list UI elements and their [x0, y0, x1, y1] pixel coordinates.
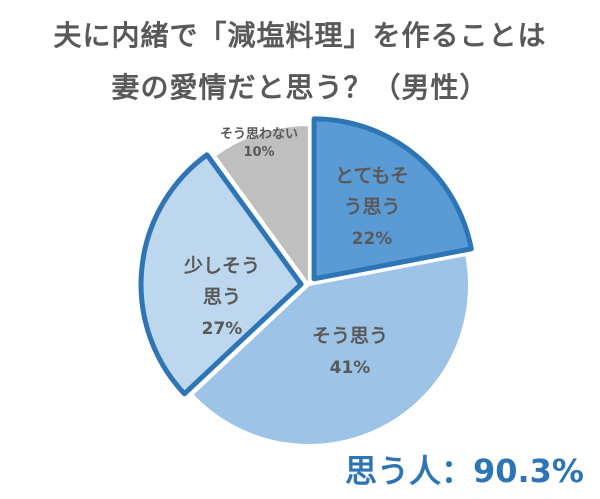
summary-text: 思う人：90.3%	[344, 452, 584, 490]
slice-value-label: 41%	[330, 358, 371, 378]
slice-label: 思う	[203, 286, 241, 308]
slice-label: とてもそ	[335, 165, 409, 187]
slice-value-label: 27%	[202, 319, 243, 339]
chart-title-line2: 妻の愛情だと思う？（男性）	[111, 71, 489, 104]
slice-label: う思う	[343, 196, 400, 218]
slice-label: そう思う	[312, 325, 388, 347]
slice-label: 少しそう	[183, 255, 260, 277]
slice-value-label: 22%	[352, 229, 393, 249]
pie-slice	[191, 254, 470, 446]
chart-title-line1: 夫に内緒で「減塩料理」を作ることは	[53, 19, 547, 52]
slice-value-label: 10%	[243, 145, 274, 160]
slice-label: そう思わない	[220, 127, 298, 142]
pie-slice	[311, 116, 474, 282]
pie-slice	[213, 124, 310, 286]
pie-slice	[138, 152, 304, 397]
